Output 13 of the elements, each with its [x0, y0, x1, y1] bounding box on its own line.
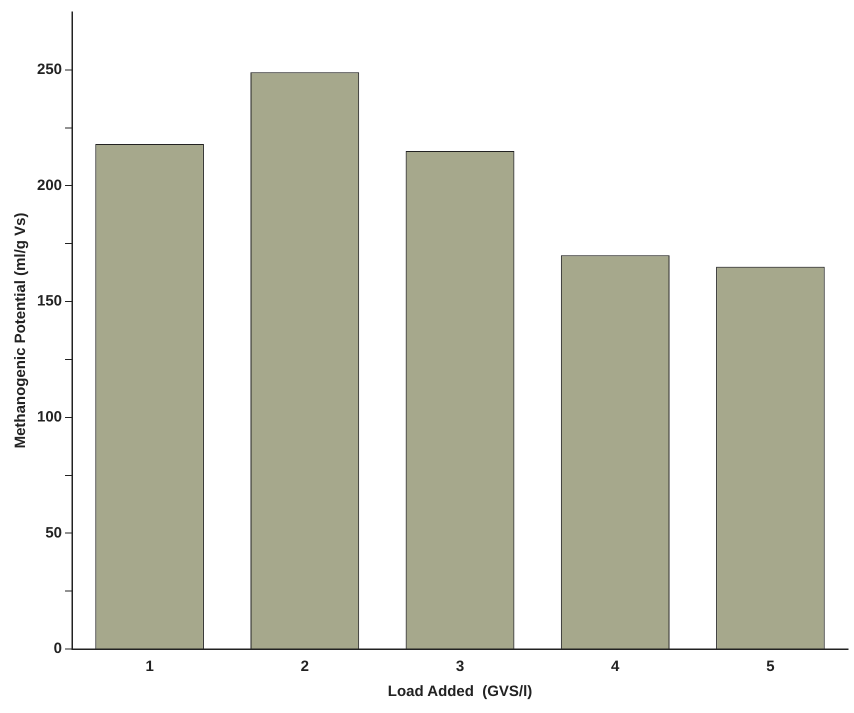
x-tick-label: 4 — [611, 658, 620, 676]
x-axis-title: Load Added (GVS/l) — [388, 683, 532, 700]
x-tick-label: 5 — [766, 658, 775, 676]
y-tick-label: 100 — [36, 408, 62, 426]
x-tick-label: 3 — [456, 658, 464, 676]
y-tick-label: 150 — [36, 292, 62, 310]
y-tick-label: 0 — [54, 640, 62, 658]
y-tick-label: 250 — [36, 61, 62, 78]
x-tick-label: 1 — [145, 658, 154, 676]
y-tick-label: 200 — [36, 176, 62, 194]
y-axis-title: Methanogenic Potential (ml/g Vs) — [12, 212, 30, 448]
y-tick-label: 50 — [45, 524, 62, 542]
x-tick-label: 2 — [300, 658, 309, 676]
